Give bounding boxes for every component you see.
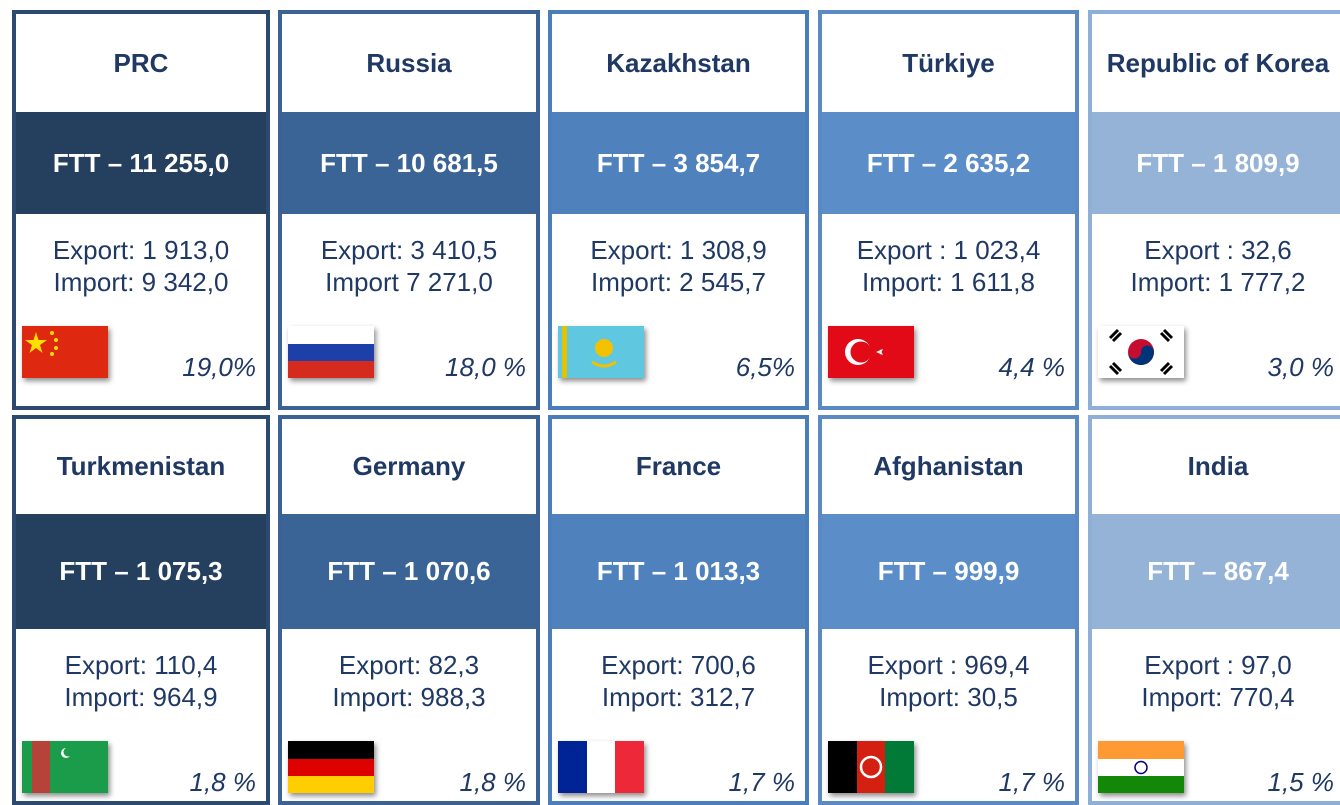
import-value: Import: 9 342,0 — [53, 267, 229, 297]
share-value: 1,5 % — [1267, 767, 1335, 797]
export-value: Export : 97,0 — [1144, 650, 1292, 680]
country-card: Afghanistan FTT – 999,9 Export : 969,4 Impo… — [818, 415, 1079, 805]
country-card: India FTT – 867,4 Export : 97,0 Import: 770… — [1088, 415, 1340, 805]
export-value: Export: 110,4 — [64, 650, 218, 680]
import-value: Import: 312,7 — [601, 682, 756, 712]
country-card: Türkiye FTT – 2 635,2 Export : 1 023,4 Impo… — [818, 10, 1079, 410]
country-name: Türkiye — [902, 47, 995, 78]
country-name: Republic of Korea — [1106, 47, 1330, 78]
import-value: Import: 770,4 — [1141, 682, 1295, 712]
ftt-value: FTT – 1 013,3 — [552, 514, 805, 629]
export-value: Export : 1 023,4 — [856, 235, 1041, 265]
ftt-value: FTT – 3 854,7 — [552, 112, 805, 214]
country-card: Kazakhstan FTT – 3 854,7 Export: 1 308,9 Im… — [548, 10, 809, 410]
import-value: Import: 964,9 — [64, 682, 218, 712]
import-value: Import: 30,5 — [879, 682, 1018, 712]
flag — [558, 741, 644, 793]
share-value: 1,8 % — [189, 767, 257, 797]
country-name: PRC — [113, 47, 169, 78]
flag — [1098, 326, 1184, 378]
share-value: 1,8 % — [459, 767, 527, 797]
country-name: India — [1187, 451, 1249, 481]
ftt-value: FTT – 1 075,3 — [16, 514, 266, 629]
share-value: 4,4 % — [998, 352, 1066, 382]
flag — [828, 741, 914, 793]
ftt-value: FTT – 1 070,6 — [282, 514, 536, 629]
flag — [22, 326, 108, 378]
export-value: Export: 700,6 — [601, 650, 756, 680]
import-value: Import: 1 611,8 — [862, 267, 1035, 297]
flag — [828, 326, 914, 378]
country-card: France FTT – 1 013,3 Export: 700,6 Import: … — [548, 415, 809, 805]
share-value: 3,0 % — [1267, 352, 1335, 382]
country-card: Republic of Korea FTT – 1 809,9 Export : 3… — [1088, 10, 1340, 410]
country-card: PRC FTT – 11 255,0 Export: 1 913,0 Import: … — [12, 10, 270, 410]
country-card: Germany FTT – 1 070,6 Export: 82,3 Import: … — [278, 415, 540, 805]
flag — [1098, 741, 1184, 793]
ftt-value: FTT – 1 809,9 — [1092, 112, 1340, 214]
export-value: Export: 1 913,0 — [52, 235, 230, 265]
country-name: France — [635, 451, 722, 481]
import-value: Import 7 271,0 — [325, 267, 493, 297]
flag — [288, 326, 374, 378]
import-value: Import: 988,3 — [332, 682, 486, 712]
export-value: Export: 82,3 — [338, 650, 480, 680]
share-value: 1,7 % — [728, 767, 796, 797]
flag — [22, 741, 108, 793]
ftt-value: FTT – 11 255,0 — [16, 112, 266, 214]
flag — [288, 741, 374, 793]
country-card: Turkmenistan FTT – 1 075,3 Export: 110,4 Im… — [12, 415, 270, 805]
share-value: 19,0% — [182, 352, 256, 382]
export-value: Export: 3 410,5 — [320, 235, 498, 265]
share-value: 1,7 % — [998, 767, 1066, 797]
ftt-value: FTT – 867,4 — [1092, 514, 1340, 629]
flag — [558, 326, 644, 378]
import-value: Import: 1 777,2 — [1130, 267, 1306, 297]
export-value: Export : 32,6 — [1144, 235, 1292, 265]
country-card: Russia FTT – 10 681,5 Export: 3 410,5 Impor… — [278, 10, 540, 410]
country-name: Kazakhstan — [606, 47, 751, 78]
share-value: 6,5% — [735, 352, 795, 382]
export-value: Export : 969,4 — [867, 650, 1030, 680]
share-value: 18,0 % — [445, 352, 526, 382]
country-name: Afghanistan — [873, 451, 1024, 481]
country-name: Russia — [366, 47, 452, 78]
ftt-value: FTT – 10 681,5 — [282, 112, 536, 214]
import-value: Import: 2 545,7 — [591, 267, 766, 297]
country-name: Turkmenistan — [56, 451, 226, 481]
country-name: Germany — [352, 451, 466, 481]
export-value: Export: 1 308,9 — [590, 235, 767, 265]
ftt-value: FTT – 999,9 — [822, 514, 1075, 629]
ftt-value: FTT – 2 635,2 — [822, 112, 1075, 214]
